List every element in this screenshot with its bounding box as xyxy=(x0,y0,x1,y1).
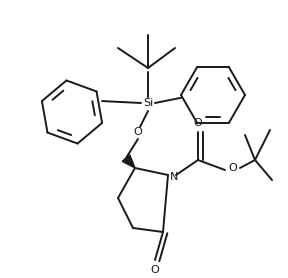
Text: O: O xyxy=(134,127,142,137)
Polygon shape xyxy=(122,155,135,168)
Text: O: O xyxy=(229,163,237,173)
Text: O: O xyxy=(151,265,159,275)
Text: N: N xyxy=(170,172,178,182)
Text: Si: Si xyxy=(143,98,153,108)
Text: O: O xyxy=(194,118,202,128)
